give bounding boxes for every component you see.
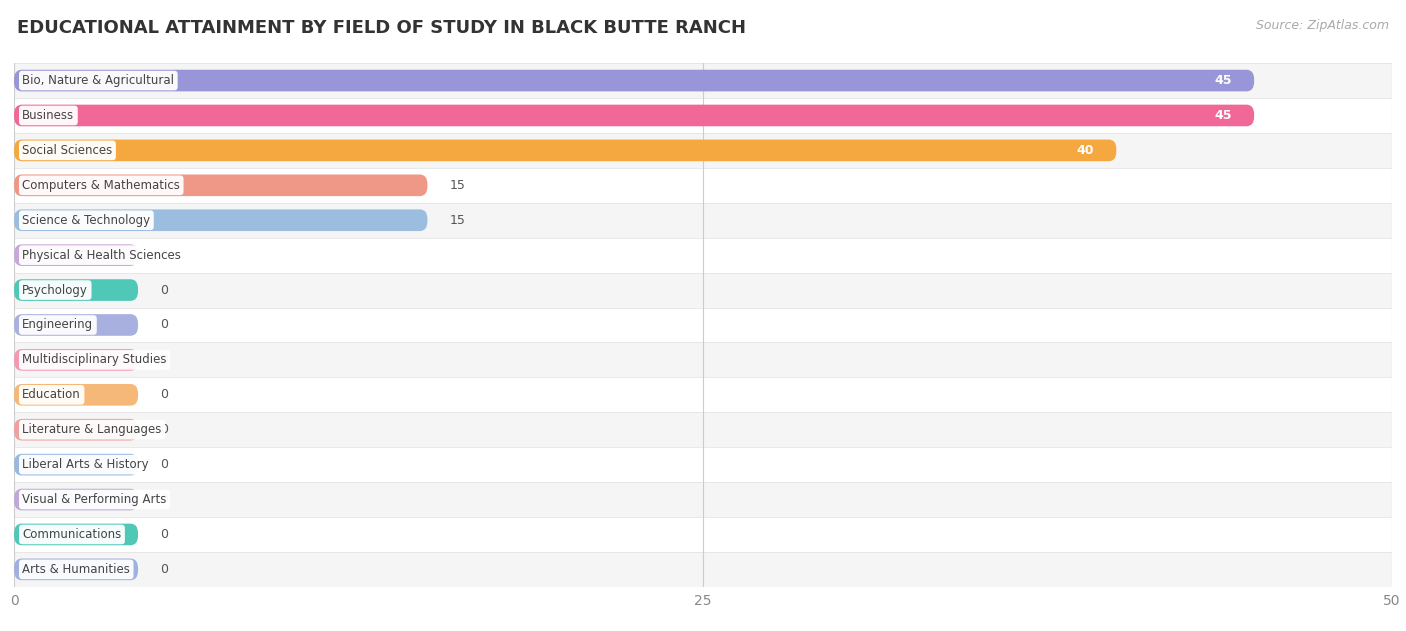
Bar	[14, 552, 1392, 587]
Text: Arts & Humanities: Arts & Humanities	[22, 563, 131, 576]
FancyBboxPatch shape	[14, 489, 138, 510]
FancyBboxPatch shape	[14, 70, 1254, 91]
Text: 0: 0	[160, 528, 169, 541]
FancyBboxPatch shape	[14, 349, 138, 370]
Text: 45: 45	[1215, 109, 1232, 122]
Text: 15: 15	[450, 214, 465, 227]
Bar	[14, 343, 1392, 377]
Text: Communications: Communications	[22, 528, 121, 541]
FancyBboxPatch shape	[14, 558, 138, 580]
FancyBboxPatch shape	[14, 454, 138, 475]
FancyBboxPatch shape	[14, 524, 138, 545]
FancyBboxPatch shape	[14, 419, 138, 440]
Text: Liberal Arts & History: Liberal Arts & History	[22, 458, 149, 471]
Text: Bio, Nature & Agricultural: Bio, Nature & Agricultural	[22, 74, 174, 87]
Text: Psychology: Psychology	[22, 283, 89, 297]
FancyBboxPatch shape	[14, 314, 138, 336]
Text: 45: 45	[1215, 74, 1232, 87]
Text: Business: Business	[22, 109, 75, 122]
Bar	[14, 273, 1392, 307]
FancyBboxPatch shape	[14, 175, 427, 196]
Bar	[14, 517, 1392, 552]
Text: 0: 0	[160, 319, 169, 331]
Text: 15: 15	[450, 179, 465, 192]
Text: 0: 0	[160, 353, 169, 367]
Text: Visual & Performing Arts: Visual & Performing Arts	[22, 493, 167, 506]
Bar	[14, 98, 1392, 133]
Text: 0: 0	[160, 458, 169, 471]
Text: Multidisciplinary Studies: Multidisciplinary Studies	[22, 353, 167, 367]
FancyBboxPatch shape	[14, 280, 138, 301]
Bar	[14, 377, 1392, 412]
Text: 0: 0	[160, 249, 169, 262]
Text: Social Sciences: Social Sciences	[22, 144, 112, 157]
Bar	[14, 482, 1392, 517]
Text: 0: 0	[160, 493, 169, 506]
Bar	[14, 203, 1392, 238]
FancyBboxPatch shape	[14, 139, 1116, 161]
Bar	[14, 133, 1392, 168]
Text: Education: Education	[22, 388, 82, 401]
Bar	[14, 447, 1392, 482]
Bar	[14, 63, 1392, 98]
Text: Science & Technology: Science & Technology	[22, 214, 150, 227]
Text: Computers & Mathematics: Computers & Mathematics	[22, 179, 180, 192]
Bar	[14, 412, 1392, 447]
Bar	[14, 307, 1392, 343]
Bar	[14, 168, 1392, 203]
Text: 0: 0	[160, 423, 169, 436]
Text: 0: 0	[160, 283, 169, 297]
Text: EDUCATIONAL ATTAINMENT BY FIELD OF STUDY IN BLACK BUTTE RANCH: EDUCATIONAL ATTAINMENT BY FIELD OF STUDY…	[17, 19, 745, 37]
Text: Source: ZipAtlas.com: Source: ZipAtlas.com	[1256, 19, 1389, 32]
Bar	[14, 238, 1392, 273]
Text: 0: 0	[160, 388, 169, 401]
FancyBboxPatch shape	[14, 105, 1254, 126]
Text: 40: 40	[1077, 144, 1094, 157]
Text: Literature & Languages: Literature & Languages	[22, 423, 162, 436]
Text: Physical & Health Sciences: Physical & Health Sciences	[22, 249, 181, 262]
Text: 0: 0	[160, 563, 169, 576]
Text: Engineering: Engineering	[22, 319, 93, 331]
FancyBboxPatch shape	[14, 209, 427, 231]
FancyBboxPatch shape	[14, 244, 138, 266]
FancyBboxPatch shape	[14, 384, 138, 406]
